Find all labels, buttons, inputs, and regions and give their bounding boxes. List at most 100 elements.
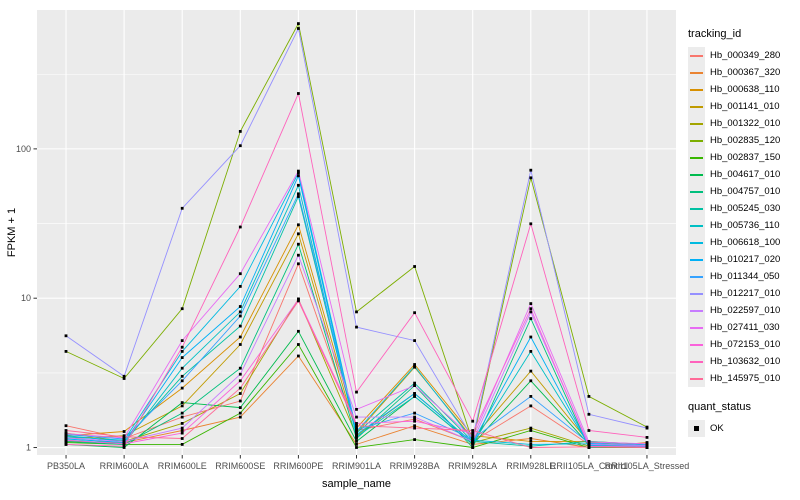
data-point xyxy=(180,426,184,430)
legend-item-Hb_002835_120: Hb_002835_120 xyxy=(688,132,798,149)
data-point xyxy=(297,171,300,175)
data-point xyxy=(355,325,358,329)
data-point xyxy=(529,395,533,398)
legend: tracking_id Hb_000349_280 Hb_000367_320 Hb… xyxy=(688,28,798,437)
legend-item-Hb_000367_320: Hb_000367_320 xyxy=(688,64,798,81)
legend-key xyxy=(688,132,705,149)
data-point xyxy=(413,419,416,423)
data-point xyxy=(413,417,416,421)
data-point xyxy=(238,314,242,318)
data-point xyxy=(180,443,184,446)
data-point xyxy=(180,401,184,404)
data-point xyxy=(529,335,533,339)
legend-key xyxy=(688,183,705,200)
data-point xyxy=(413,424,416,428)
data-point xyxy=(529,317,533,320)
data-point xyxy=(529,307,533,311)
data-point xyxy=(355,415,358,419)
data-point xyxy=(238,379,242,383)
data-point xyxy=(180,206,184,210)
data-point xyxy=(529,443,533,446)
data-point xyxy=(238,372,242,376)
data-point xyxy=(64,432,68,435)
data-point xyxy=(355,440,358,443)
legend-item-label: Hb_006618_100 xyxy=(710,237,781,248)
data-point xyxy=(64,350,68,353)
legend-key xyxy=(688,285,705,302)
data-point xyxy=(645,426,649,430)
data-point xyxy=(529,168,533,172)
data-point xyxy=(471,436,475,440)
x-axis-title: sample_name xyxy=(322,478,391,490)
data-point xyxy=(587,429,591,432)
data-point xyxy=(64,424,68,428)
data-point xyxy=(180,404,184,408)
legend-item-label: Hb_027411_030 xyxy=(710,322,780,333)
data-point xyxy=(297,195,300,198)
data-point xyxy=(587,440,591,444)
data-point xyxy=(587,443,591,446)
data-point xyxy=(413,363,416,366)
data-point xyxy=(529,302,533,305)
y-tick-labels: 1 10 100 xyxy=(16,144,31,453)
legend-key xyxy=(688,81,705,98)
x-tick-label: RRIM600PE xyxy=(273,461,323,471)
line-swatch-icon xyxy=(690,275,703,278)
line-swatch-icon xyxy=(690,173,703,176)
data-point xyxy=(180,379,184,383)
data-point xyxy=(297,183,300,187)
data-point xyxy=(297,174,300,178)
data-point xyxy=(471,446,475,449)
legend-item-label: Hb_002835_120 xyxy=(710,135,781,146)
data-point xyxy=(180,437,184,440)
data-point xyxy=(355,446,358,449)
data-point xyxy=(297,242,300,246)
legend-item-label: Hb_072153_010 xyxy=(710,339,781,350)
legend-item-label: Hb_004617_010 xyxy=(710,169,781,180)
data-point xyxy=(238,411,242,415)
data-point xyxy=(413,426,416,430)
legend-item-Hb_004617_010: Hb_004617_010 xyxy=(688,166,798,183)
line-swatch-icon xyxy=(690,105,703,108)
data-point xyxy=(297,343,300,346)
data-point xyxy=(297,329,300,333)
data-point xyxy=(529,369,533,373)
data-point xyxy=(529,176,533,180)
line-swatch-icon xyxy=(690,377,703,380)
legend-quant-entries: OK xyxy=(688,420,798,437)
data-point xyxy=(413,411,416,415)
line-swatch-icon xyxy=(690,139,703,142)
legend-key xyxy=(688,420,705,437)
data-point xyxy=(238,310,242,314)
data-point xyxy=(297,169,300,173)
legend-item-label: Hb_011344_050 xyxy=(710,271,780,282)
data-point xyxy=(180,307,184,311)
data-point xyxy=(355,422,358,425)
legend-item-Hb_145975_010: Hb_145975_010 xyxy=(688,370,798,387)
legend-item-label: Hb_000638_110 xyxy=(710,84,780,95)
x-tick-label: RRII105LA_Stressed xyxy=(605,461,690,471)
data-point xyxy=(238,406,242,409)
legend-item-Hb_022597_010: Hb_022597_010 xyxy=(688,302,798,319)
data-point xyxy=(413,311,416,315)
data-point xyxy=(355,433,358,436)
data-point xyxy=(297,192,300,196)
legend-item-Hb_012217_010: Hb_012217_010 xyxy=(688,285,798,302)
x-tick-label: RRIM600LE xyxy=(158,461,207,471)
data-point xyxy=(413,381,416,385)
data-point xyxy=(355,408,358,411)
legend-key xyxy=(688,64,705,81)
legend-key xyxy=(688,336,705,353)
line-swatch-icon xyxy=(690,122,703,125)
data-point xyxy=(355,428,358,431)
legend-item-Hb_011344_050: Hb_011344_050 xyxy=(688,268,798,285)
data-point xyxy=(413,339,416,342)
data-point xyxy=(180,429,184,432)
data-point xyxy=(238,144,242,148)
data-point xyxy=(297,27,300,30)
data-point xyxy=(297,262,300,266)
data-point xyxy=(238,386,242,390)
legend-item-label: Hb_000349_280 xyxy=(710,50,781,61)
legend-item-label: Hb_000367_320 xyxy=(710,67,781,78)
data-point xyxy=(122,435,126,439)
